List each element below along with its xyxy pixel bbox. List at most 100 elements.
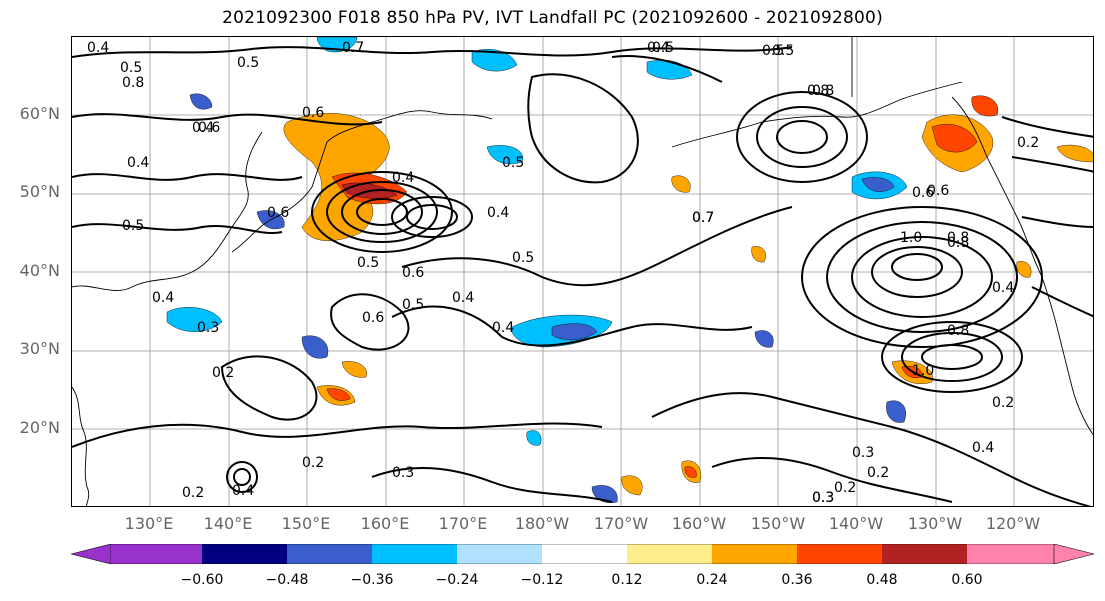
graticule (72, 37, 1093, 506)
contour-label: 0.4 (87, 40, 109, 56)
contour-label: 0.3 (197, 320, 219, 336)
colorbar-segment (627, 544, 712, 564)
contour-label: 0.8 (947, 235, 969, 251)
lon-label: 130°W (907, 514, 963, 533)
contour-label: 0.5 (402, 297, 424, 313)
contour-label: 0.8 (947, 323, 969, 339)
lat-label: 30°N (19, 339, 60, 358)
contour-label: 0.6 (302, 105, 324, 121)
colorbar-tick-label: −0.60 (180, 572, 224, 588)
contour-label: 0.2 (302, 455, 324, 471)
contour-label: 0.5 (652, 40, 674, 56)
contour-label: 0.5 (502, 155, 524, 171)
contour-label: 0.8 (122, 75, 144, 91)
lon-label: 130°E (124, 514, 174, 533)
contour-label: 0.4 (492, 320, 514, 336)
contour-label: 0.5 (762, 43, 784, 59)
lat-label: 20°N (19, 418, 60, 437)
contour-label: 0.4 (992, 280, 1014, 296)
contour-label: 0.3 (852, 445, 874, 461)
contour-label: 0.4 (647, 40, 669, 56)
contour-label: 0.7 (692, 210, 714, 226)
colorbar-tick-label: 0.24 (696, 572, 728, 588)
lon-label: 120°W (985, 514, 1041, 533)
contour-label: 0.2 (992, 395, 1014, 411)
lon-label: 170°E (438, 514, 488, 533)
contour-label: 0.2 (1017, 135, 1039, 151)
lon-label: 180°W (514, 514, 570, 533)
contour-label: 1.0 (900, 230, 922, 246)
contour-label: 0.5 (357, 255, 379, 271)
colorbar-segment (71, 544, 112, 564)
colorbar-segment (967, 544, 1054, 564)
contour-label: 0.4 (972, 440, 994, 456)
lon-label: 140°E (203, 514, 253, 533)
colorbar-tick-label: −0.24 (435, 572, 479, 588)
colorbar-segment (457, 544, 542, 564)
contour-label: 0.5 (237, 55, 259, 71)
lon-label: 170°W (593, 514, 649, 533)
contour-label: 0.4 (152, 290, 174, 306)
contour-label: 0.3 (812, 490, 834, 506)
contour-label: 0.4 (192, 120, 214, 136)
colorbar-segment (111, 544, 202, 564)
contour-label: 0.5 (122, 218, 144, 234)
contour-label: 0.2 (867, 465, 889, 481)
contour-label-group: 0.4 0.5 0.7 0.5 0.4 0.5 0.5 0.6 0.8 0.8 … (87, 40, 1039, 506)
contour-label: 0.7 (342, 40, 364, 56)
contour-label: 0.5 (772, 43, 794, 59)
colorbar-tick-label: 0.12 (611, 572, 643, 588)
colorbar-segment (1053, 544, 1094, 564)
colorbar-tick-label: −0.48 (265, 572, 309, 588)
contour-label: 0.2 (182, 485, 204, 501)
lon-label: 160°W (671, 514, 727, 533)
contour-label: 0.6 (362, 310, 384, 326)
contour-label: 0.6 (912, 185, 934, 201)
contour-label: 0.8 (812, 83, 834, 99)
contour-label: 0.6 (402, 265, 424, 281)
colorbar-tick-label: 0.48 (866, 572, 898, 588)
contour-label: 1.0 (912, 363, 934, 379)
colorbar-tick-label: 0.60 (951, 572, 983, 588)
lat-label: 40°N (19, 261, 60, 280)
lat-label: 60°N (19, 104, 60, 123)
contour-label: 0.6 (267, 205, 289, 221)
lon-label: 160°E (360, 514, 410, 533)
lat-label: 50°N (19, 182, 60, 201)
contour-label: 0.6 (927, 183, 949, 199)
contour-label: 0.8 (807, 83, 829, 99)
pv-contours (72, 46, 1093, 506)
colorbar-segment (202, 544, 287, 564)
colorbar-segment (882, 544, 967, 564)
map-title: 2021092300 F018 850 hPa PV, IVT Landfall… (222, 8, 883, 28)
colorbar (71, 544, 1094, 564)
contour-label: 0.8 (947, 230, 969, 246)
contour-label: 0.2 (834, 480, 856, 496)
colorbar-segment (797, 544, 882, 564)
contour-label: 0.4 (232, 483, 254, 499)
contour-label: 0.4 (452, 290, 474, 306)
contour-label: 0.4 (127, 155, 149, 171)
lon-label: 140°W (828, 514, 884, 533)
contour-label: 0.2 (212, 365, 234, 381)
contour-label: 0.4 (392, 170, 414, 186)
lon-label: 150°W (750, 514, 806, 533)
lon-label: 150°E (281, 514, 331, 533)
contour-label: 0.4 (487, 205, 509, 221)
colorbar-segment (372, 544, 457, 564)
contour-label: 0.5 (512, 250, 534, 266)
colorbar-tick-label: −0.12 (520, 572, 564, 588)
contour-label: 0.7 (692, 210, 714, 226)
colorbar-tick-label: −0.36 (350, 572, 394, 588)
map-plot-area: 0.4 0.5 0.7 0.5 0.4 0.5 0.5 0.6 0.8 0.8 … (71, 36, 1094, 507)
map-svg: 0.4 0.5 0.7 0.5 0.4 0.5 0.5 0.6 0.8 0.8 … (72, 37, 1093, 506)
contour-label: 0.6 (198, 120, 220, 136)
contour-label: 0.3 (812, 490, 834, 506)
colorbar-tick-label: 0.36 (781, 572, 813, 588)
colorbar-segment (542, 544, 627, 564)
contour-label: 0.3 (392, 465, 414, 481)
contour-label: 0.5 (120, 60, 142, 76)
coastlines (72, 37, 1093, 506)
colorbar-segment (287, 544, 372, 564)
colorbar-segment (712, 544, 797, 564)
